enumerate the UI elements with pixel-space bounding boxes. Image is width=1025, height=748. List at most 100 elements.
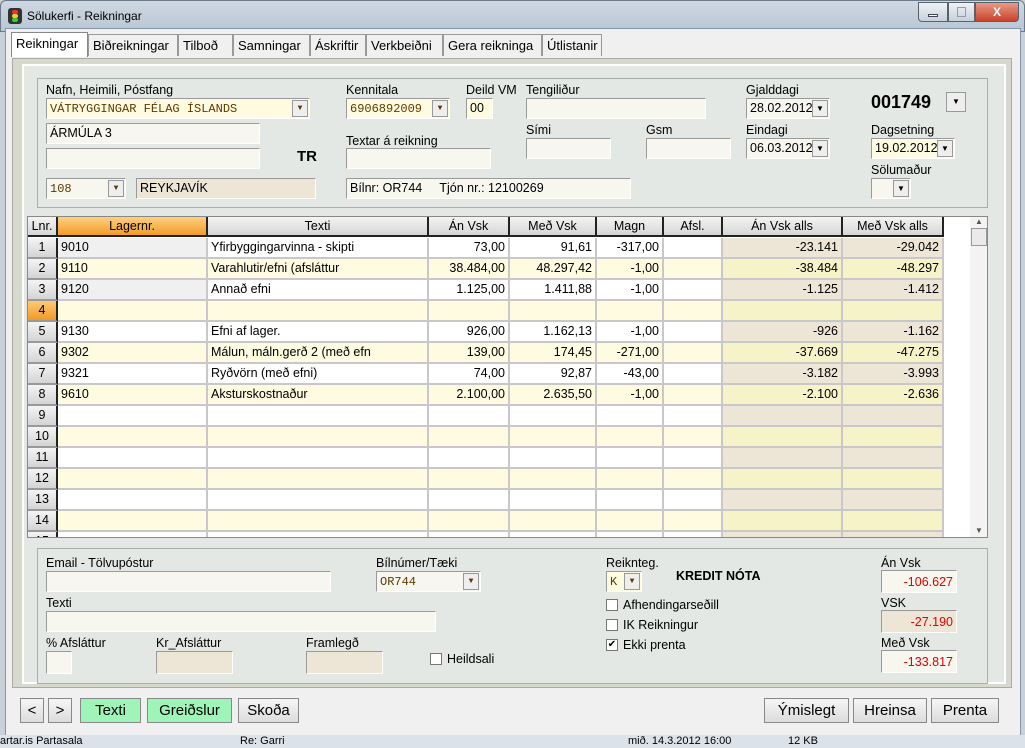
row-number[interactable]: 2 xyxy=(28,259,58,280)
table-cell[interactable]: Aksturskostnaður xyxy=(208,385,429,406)
table-cell[interactable]: 91,61 xyxy=(510,238,597,259)
table-cell[interactable] xyxy=(58,532,208,537)
table-cell[interactable] xyxy=(58,511,208,532)
table-row[interactable]: 14 xyxy=(28,511,944,532)
table-cell[interactable] xyxy=(597,448,664,469)
vertical-scrollbar[interactable]: ▲ ▼ xyxy=(970,217,987,537)
table-cell[interactable] xyxy=(597,427,664,448)
table-cell[interactable]: 139,00 xyxy=(429,343,510,364)
table-cell[interactable]: 73,00 xyxy=(429,238,510,259)
table-cell[interactable] xyxy=(208,448,429,469)
table-cell[interactable]: 1.411,88 xyxy=(510,280,597,301)
table-cell[interactable]: Málun, máln.gerð 2 (með efn xyxy=(208,343,429,364)
table-cell[interactable]: -2.636 xyxy=(843,385,944,406)
table-cell[interactable]: Annað efni xyxy=(208,280,429,301)
table-cell[interactable] xyxy=(208,511,429,532)
chevron-down-icon[interactable]: ▼ xyxy=(624,573,640,590)
table-cell[interactable] xyxy=(208,301,429,322)
table-row[interactable]: 8 9610 Aksturskostnaður 2.100,00 2.635,50 -1,… xyxy=(28,385,944,406)
table-cell[interactable] xyxy=(429,427,510,448)
row-number[interactable]: 1 xyxy=(28,238,58,259)
table-cell[interactable] xyxy=(510,532,597,537)
table-cell[interactable] xyxy=(208,406,429,427)
table-cell[interactable] xyxy=(664,511,723,532)
table-cell[interactable] xyxy=(510,427,597,448)
solumadur-combo[interactable]: ▼ xyxy=(871,178,911,199)
table-cell[interactable] xyxy=(58,406,208,427)
table-row[interactable]: 6 9302 Málun, máln.gerð 2 (með efn 139,00 17… xyxy=(28,343,944,364)
tab-4[interactable]: Áskriftir xyxy=(310,34,366,56)
table-cell[interactable] xyxy=(429,490,510,511)
table-cell[interactable] xyxy=(664,259,723,280)
close-button[interactable]: X xyxy=(975,2,1019,22)
table-cell[interactable]: -2.100 xyxy=(723,385,843,406)
table-cell[interactable] xyxy=(208,427,429,448)
table-cell[interactable] xyxy=(208,469,429,490)
table-cell[interactable]: -47.275 xyxy=(843,343,944,364)
table-row[interactable]: 10 xyxy=(28,427,944,448)
row-number[interactable]: 14 xyxy=(28,511,58,532)
column-header[interactable]: Með Vsk alls xyxy=(843,217,944,237)
table-cell[interactable]: -1.412 xyxy=(843,280,944,301)
scroll-down-icon[interactable]: ▼ xyxy=(975,526,983,535)
invoice-lines-grid[interactable]: ▲ ▼ Lnr. Lagernr. Texti Án Vsk Með Vsk Magn Af… xyxy=(27,216,988,538)
tab-0[interactable]: Reikningar xyxy=(11,32,88,57)
table-cell[interactable] xyxy=(664,301,723,322)
skoda-button[interactable]: Skoða xyxy=(238,698,299,723)
table-cell[interactable] xyxy=(723,490,843,511)
column-header[interactable]: Afsl. xyxy=(664,217,723,237)
row-number[interactable]: 3 xyxy=(28,280,58,301)
afhending-checkbox[interactable] xyxy=(606,599,618,611)
table-cell[interactable]: -1,00 xyxy=(597,322,664,343)
row-number[interactable]: 8 xyxy=(28,385,58,406)
table-cell[interactable]: 2.635,50 xyxy=(510,385,597,406)
table-cell[interactable]: Varahlutir/efni (afsláttur xyxy=(208,259,429,280)
table-cell[interactable]: 174,45 xyxy=(510,343,597,364)
bilnumer-combo[interactable]: OR744 ▼ xyxy=(376,571,481,592)
table-cell[interactable]: 1.162,13 xyxy=(510,322,597,343)
table-row[interactable]: 9 xyxy=(28,406,944,427)
chevron-down-icon[interactable]: ▼ xyxy=(463,573,479,590)
table-cell[interactable] xyxy=(510,490,597,511)
table-cell[interactable] xyxy=(597,301,664,322)
gsm-field[interactable] xyxy=(646,138,731,159)
chevron-down-icon[interactable]: ▼ xyxy=(108,180,124,197)
table-cell[interactable] xyxy=(723,469,843,490)
row-number[interactable]: 4 xyxy=(28,301,58,322)
table-row[interactable]: 13 xyxy=(28,490,944,511)
tengilidur-field[interactable] xyxy=(526,98,706,119)
table-cell[interactable] xyxy=(843,448,944,469)
table-cell[interactable] xyxy=(723,427,843,448)
chevron-down-icon[interactable]: ▼ xyxy=(812,140,828,157)
table-cell[interactable]: 9120 xyxy=(58,280,208,301)
table-cell[interactable] xyxy=(429,511,510,532)
table-cell[interactable] xyxy=(723,301,843,322)
row-number[interactable]: 5 xyxy=(28,322,58,343)
tab-1[interactable]: Biðreikningar xyxy=(88,34,178,56)
table-cell[interactable] xyxy=(843,427,944,448)
customer-name-combo[interactable]: VÁTRYGGINGAR FÉLAG ÍSLANDS ▼ xyxy=(46,98,310,119)
column-header[interactable]: Með Vsk xyxy=(510,217,597,237)
table-cell[interactable] xyxy=(429,532,510,537)
table-cell[interactable] xyxy=(664,427,723,448)
chevron-down-icon[interactable]: ▼ xyxy=(937,140,953,157)
heildsali-checkbox[interactable] xyxy=(430,653,442,665)
table-cell[interactable] xyxy=(723,406,843,427)
table-cell[interactable]: -317,00 xyxy=(597,238,664,259)
table-cell[interactable]: -926 xyxy=(723,322,843,343)
table-cell[interactable] xyxy=(510,469,597,490)
table-cell[interactable] xyxy=(664,343,723,364)
column-header[interactable]: Lnr. xyxy=(28,217,58,237)
table-cell[interactable] xyxy=(597,469,664,490)
table-cell[interactable] xyxy=(843,469,944,490)
table-row[interactable]: 4 xyxy=(28,301,944,322)
simi-field[interactable] xyxy=(526,138,611,159)
kennitala-combo[interactable]: 6906892009 ▼ xyxy=(346,98,450,119)
table-cell[interactable]: -1,00 xyxy=(597,385,664,406)
table-cell[interactable] xyxy=(843,301,944,322)
table-cell[interactable] xyxy=(58,448,208,469)
eindagi-date[interactable]: 06.03.2012 ▼ xyxy=(746,138,830,159)
table-cell[interactable] xyxy=(843,511,944,532)
table-cell[interactable] xyxy=(664,322,723,343)
table-cell[interactable] xyxy=(664,469,723,490)
